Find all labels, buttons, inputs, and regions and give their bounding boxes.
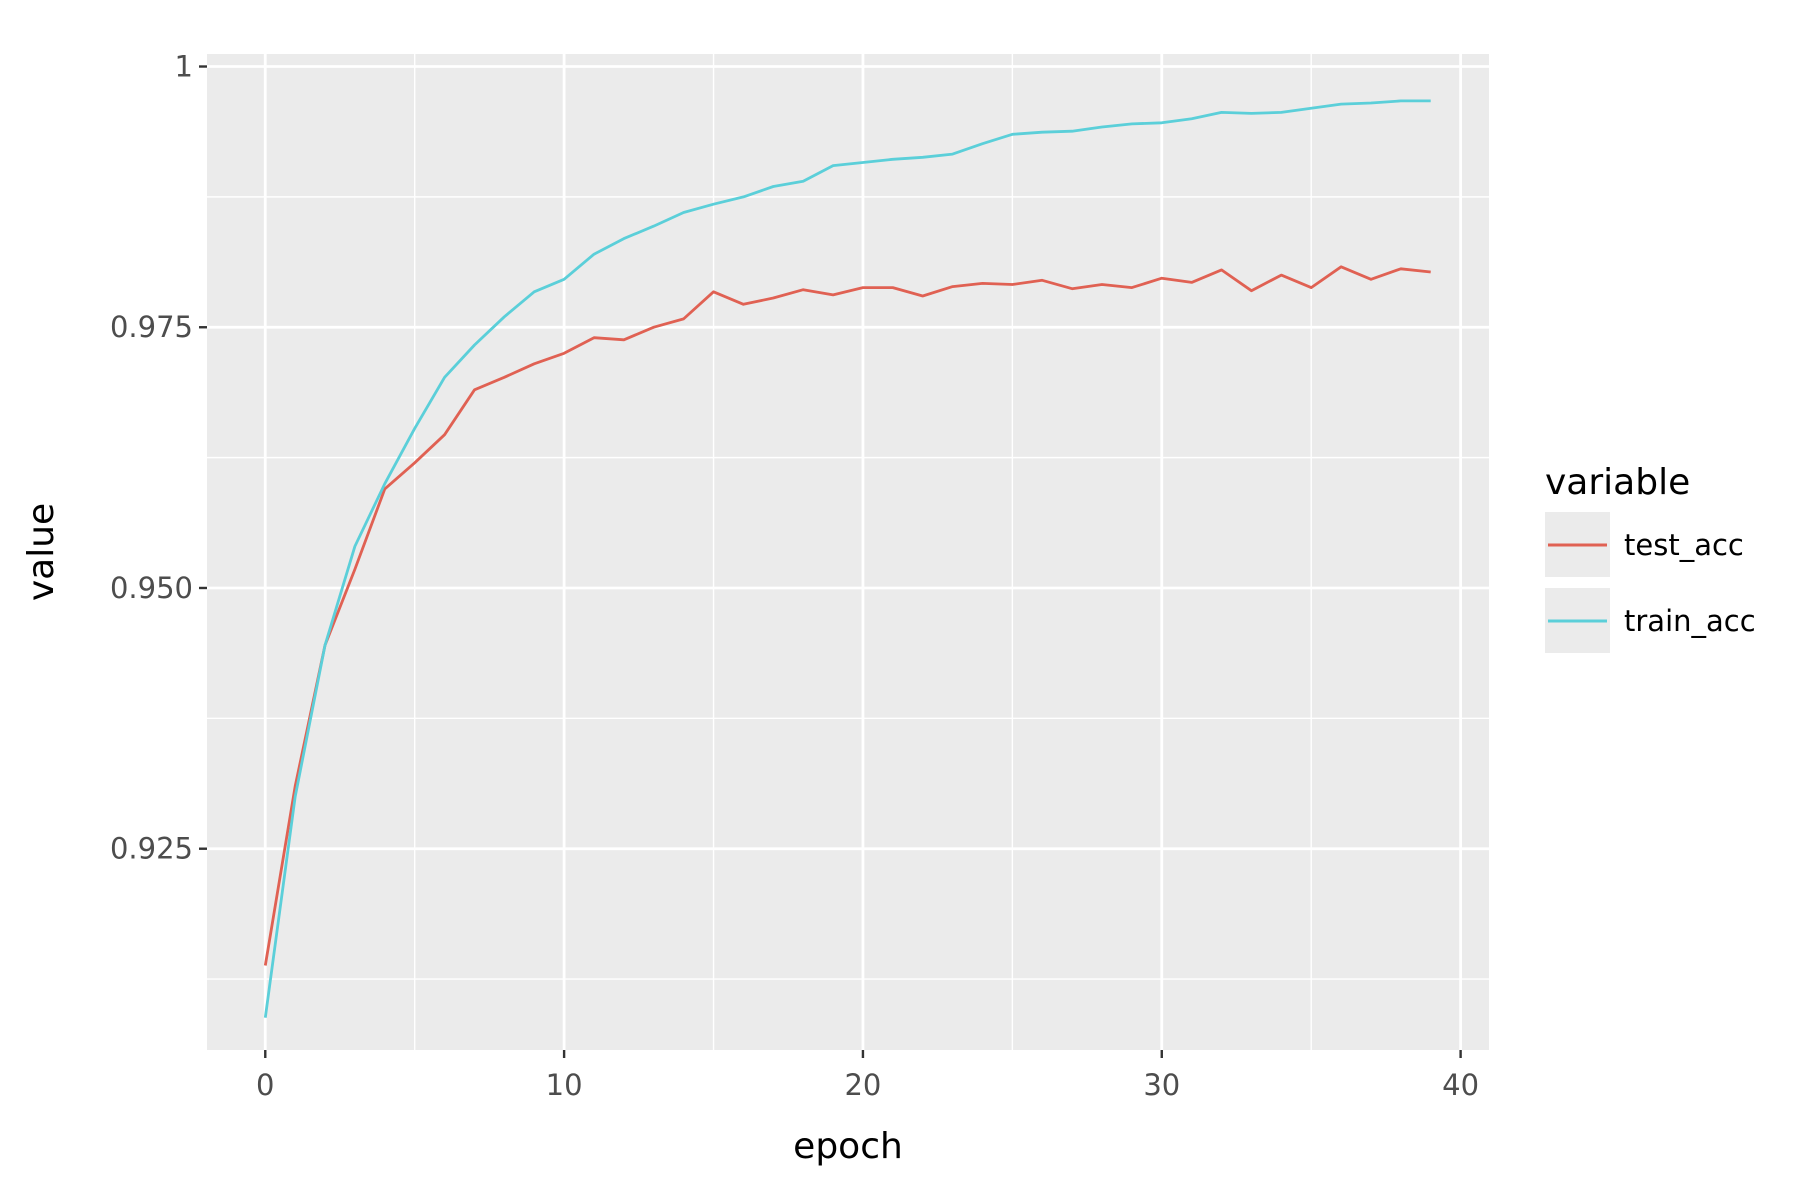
legend-label-test-acc: test_acc <box>1624 528 1744 562</box>
y-axis-title: value <box>21 503 62 601</box>
axis-ticks <box>199 65 1462 1058</box>
x-tick-label: 10 <box>546 1068 583 1102</box>
y-tick-label: 0.975 <box>110 310 193 344</box>
legend-title: variable <box>1545 462 1690 503</box>
legend-label-train-acc: train_acc <box>1624 604 1756 638</box>
y-tick-label: 1 <box>175 50 193 84</box>
major-gridlines <box>207 54 1489 1050</box>
x-tick-label: 30 <box>1143 1068 1180 1102</box>
legend: variable test_acc train_acc <box>1545 462 1756 653</box>
x-tick-label: 0 <box>256 1068 274 1102</box>
series-line-test-acc <box>263 265 1431 966</box>
y-tick-label: 0.950 <box>110 571 193 605</box>
tick-labels: 0 10 20 30 40 0.925 0.950 0.975 1 <box>110 50 1479 1102</box>
series-lines <box>263 99 1431 1018</box>
minor-gridlines <box>207 54 1489 1050</box>
series-line-train-acc <box>263 99 1431 1018</box>
x-tick-label: 40 <box>1442 1068 1479 1102</box>
plot-panel <box>207 54 1489 1050</box>
y-tick-label: 0.925 <box>110 832 193 866</box>
x-axis-title: epoch <box>793 1126 903 1167</box>
x-tick-label: 20 <box>844 1068 881 1102</box>
